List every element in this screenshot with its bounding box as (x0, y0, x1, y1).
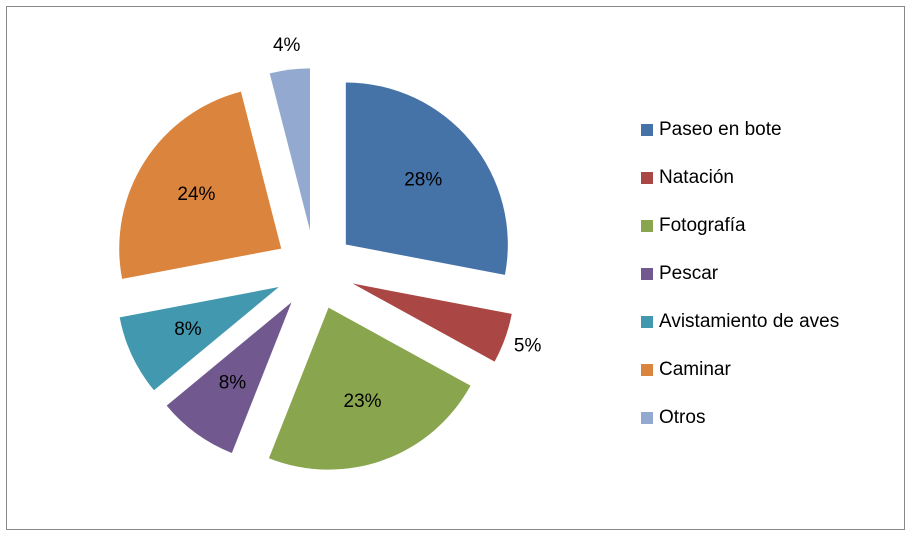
legend-swatch (641, 268, 653, 280)
legend-label: Otros (659, 407, 705, 428)
data-label: 24% (177, 184, 215, 205)
legend-swatch (641, 172, 653, 184)
pie-slice (268, 307, 471, 470)
pie-slice (269, 68, 310, 231)
legend-label: Fotografía (659, 215, 746, 236)
data-label: 4% (273, 35, 301, 56)
legend-label: Paseo en bote (659, 119, 782, 140)
pie-slice (166, 302, 292, 453)
pie-slice (352, 283, 512, 362)
legend-swatch (641, 364, 653, 376)
legend-label: Avistamiento de aves (659, 311, 839, 332)
data-label: 23% (344, 391, 382, 412)
legend-label: Natación (659, 167, 734, 188)
legend-swatch (641, 412, 653, 424)
legend-swatch (641, 316, 653, 328)
legend-swatch (641, 124, 653, 136)
pie-slice (119, 287, 279, 391)
data-label: 28% (404, 169, 442, 190)
data-label: 8% (219, 373, 247, 394)
pie-slice (345, 82, 508, 275)
legend-label: Pescar (659, 263, 719, 284)
data-label: 5% (514, 336, 542, 357)
pie-slice (119, 91, 282, 279)
legend-label: Caminar (659, 359, 731, 380)
legend-swatch (641, 220, 653, 232)
data-label: 8% (174, 319, 202, 340)
